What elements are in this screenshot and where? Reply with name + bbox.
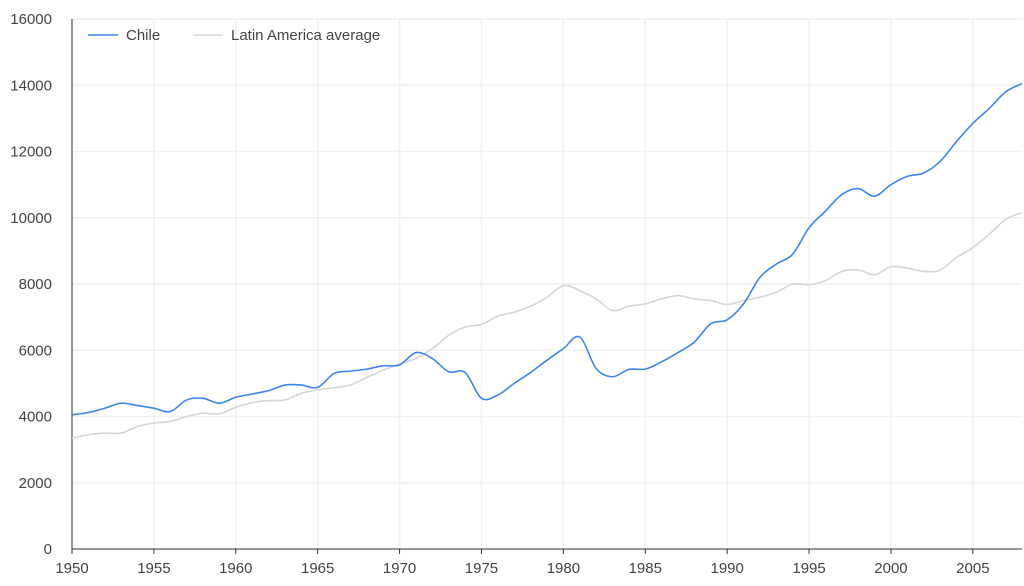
- y-tick-label: 4000: [19, 409, 52, 426]
- series-lines: [71, 82, 1023, 439]
- x-tick-label: 2005: [956, 560, 989, 577]
- x-axis: 1950 1955 1960 1965 1970 1975 1980 1985 1990 1995…: [55, 19, 1022, 577]
- y-tick-label: 16000: [10, 11, 52, 28]
- x-tick-label: 1955: [137, 560, 170, 577]
- y-tick-label: 8000: [19, 276, 52, 293]
- legend: Chile Latin America average: [88, 27, 380, 44]
- grid: [71, 18, 1022, 550]
- x-tick-label: 1995: [792, 560, 825, 577]
- y-tick-label: 12000: [10, 144, 52, 161]
- y-tick-label: 2000: [19, 475, 52, 492]
- x-tick-label: 1950: [55, 560, 88, 577]
- x-tick-label: 1990: [710, 560, 743, 577]
- x-tick-label: 1975: [465, 560, 498, 577]
- x-tick-label: 2000: [874, 560, 907, 577]
- legend-label: Chile: [126, 27, 160, 44]
- y-tick-label: 0: [44, 541, 52, 558]
- series-line-chile: [71, 82, 1023, 416]
- y-tick-label: 14000: [10, 77, 52, 94]
- x-tick-label: 1970: [383, 560, 416, 577]
- series-line-latin-america-average: [71, 212, 1023, 439]
- y-tick-label: 10000: [10, 210, 52, 227]
- x-tick-label: 1960: [219, 560, 252, 577]
- y-tick-label: 6000: [19, 342, 52, 359]
- legend-label: Latin America average: [231, 27, 380, 44]
- x-tick-label: 1980: [547, 560, 580, 577]
- x-tick-label: 1985: [629, 560, 662, 577]
- x-tick-label: 1965: [301, 560, 334, 577]
- y-axis: 0 2000 4000 6000 8000 10000 12000 14000 16000: [10, 11, 52, 558]
